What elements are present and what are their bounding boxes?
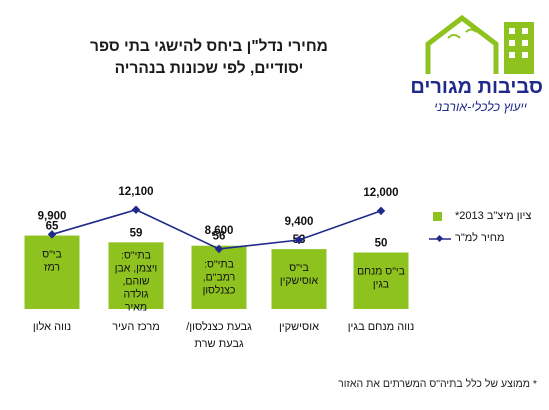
bar-inner-label: בי"ס	[289, 262, 309, 274]
price-marker	[376, 206, 386, 216]
category-label: גבעת שרת	[194, 338, 244, 350]
category-label: גבעת כצנלסון/	[186, 320, 252, 333]
category-label: נווה אלון	[33, 320, 71, 333]
price-marker	[214, 244, 224, 254]
footnote: * ממוצע של כלל בתיה"ס המשרתים את האזור	[338, 378, 537, 390]
bar-inner-label: בי"ס מנחם	[357, 266, 405, 278]
bar-inner-label: בתי"ס:	[204, 259, 234, 271]
price-marker	[47, 230, 57, 239]
bar-inner-label: גולדה	[124, 288, 149, 300]
bar	[24, 235, 80, 309]
price-value-label: 9,400	[285, 216, 314, 228]
bar-inner-label: אוסישקין	[280, 275, 319, 287]
legend-item-bar: ציון מיצ"ב 2013*	[429, 209, 547, 231]
bar	[191, 245, 247, 309]
bar-inner-label: שוהם,	[122, 275, 149, 287]
price-marker	[131, 205, 141, 215]
bar	[108, 242, 164, 309]
house-icon	[425, 14, 534, 74]
legend-line-swatch	[429, 234, 451, 243]
legend-bar-label: ציון מיצ"ב 2013*	[455, 210, 532, 222]
category-label: אוסישקין	[279, 321, 319, 333]
chart-title: מחירי נדל"ן ביחס להישגי בתי ספר יסודיים,…	[0, 36, 418, 80]
bar-inner-label: בגין	[373, 279, 389, 291]
bar-inner-label: בתי"ס:	[121, 249, 151, 261]
price-value-label: 12,100	[118, 186, 153, 198]
bar-value-label: 65	[46, 221, 59, 233]
legend-line-label: מחיר למ"ר	[455, 232, 505, 244]
bar-inner-label: כצנלסון	[203, 285, 236, 297]
price-value-label: 9,900	[38, 210, 67, 222]
legend-bar-swatch	[433, 212, 442, 221]
bar-value-label: 50	[375, 238, 388, 250]
bar	[353, 252, 409, 309]
bar-inner-label: ויצמן, אבן	[115, 262, 158, 274]
chart-title-line-2: יסודיים, לפי שכונות בנהריה	[114, 60, 304, 77]
bar-inner-label: בי"ס	[42, 249, 62, 261]
logo-name: סביבות מגורים	[410, 76, 543, 98]
price-value-label: 8,600	[205, 225, 234, 237]
bar-value-label: 59	[130, 227, 143, 239]
price-value-label: 12,000	[363, 187, 398, 199]
price-marker	[294, 235, 304, 245]
bar-inner-label: רמז	[44, 262, 60, 274]
bar-value-label: 56	[213, 231, 226, 243]
legend-item-line: מחיר למ"ר	[429, 231, 547, 253]
category-label: נווה מנחם בגין	[348, 321, 415, 333]
legend: ציון מיצ"ב 2013* מחיר למ"ר	[429, 209, 547, 253]
chart-title-line-1: מחירי נדל"ן ביחס להישגי בתי ספר	[90, 38, 328, 55]
bar-inner-label: רמב"ם,	[203, 272, 236, 284]
bar	[271, 249, 327, 309]
category-label: מרכז העיר	[112, 321, 160, 333]
logo-tagline: ייעוץ כלכלי-אורבני	[434, 100, 527, 114]
bar-inner-label: מאיר	[125, 301, 147, 313]
company-logo: סביבות מגורים ייעוץ כלכלי-אורבני	[410, 8, 543, 120]
